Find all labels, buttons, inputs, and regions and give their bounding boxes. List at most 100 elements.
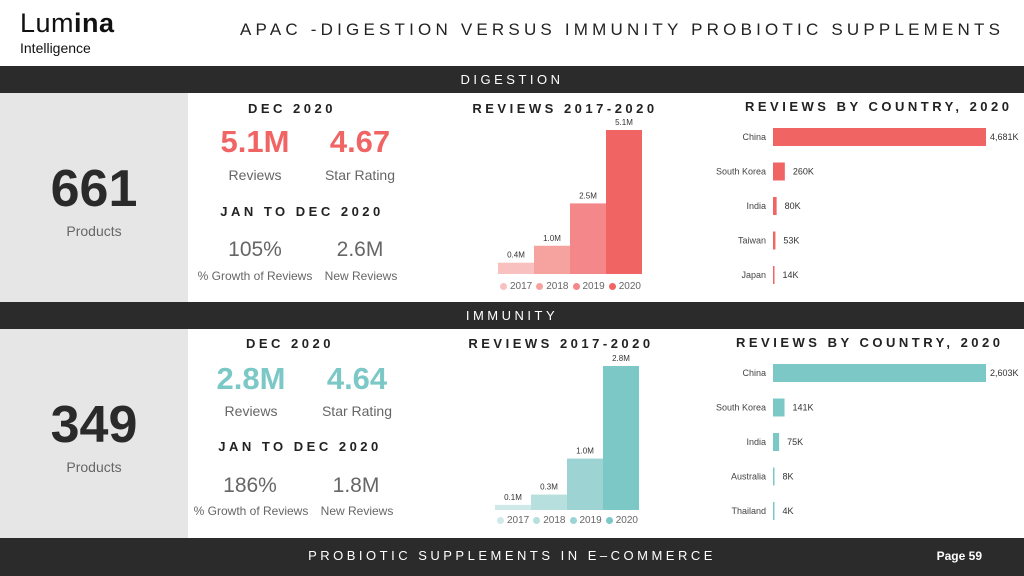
footer-bar: PROBIOTIC SUPPLEMENTS IN E–COMMERCE Page… — [0, 538, 1024, 576]
digestion-reviews-legend-label: 2020 — [618, 281, 641, 292]
digestion-reviews-bar-2020 — [606, 130, 642, 274]
logo-subtitle: Intelligence — [20, 40, 91, 56]
digestion-reviews-label: Reviews — [228, 167, 282, 183]
immunity-reviews-legend-dot — [533, 517, 541, 524]
immunity-reviews-legend-item-2018: 2018 — [533, 515, 566, 526]
digestion-reviews-legend-item-2019: 2019 — [572, 281, 605, 292]
immunity-reviews-label-2019: 1.0M — [576, 447, 594, 456]
immunity-country-bar-australia — [773, 467, 775, 486]
digestion-country-category-label: Japan — [741, 270, 766, 280]
digestion-reviews-legend-dot — [572, 283, 580, 290]
digestion-country-category-label: India — [746, 201, 766, 211]
immunity-country-bar-china — [773, 364, 986, 382]
page-title: APAC -DIGESTION VERSUS IMMUNITY PROBIOTI… — [240, 20, 1005, 39]
immunity-rating-value: 4.64 — [326, 361, 388, 396]
digestion-country-category-label: South Korea — [716, 167, 766, 177]
immunity-reviews-label-2020: 2.8M — [612, 354, 630, 363]
digestion-reviews-legend-dot — [500, 283, 507, 290]
immunity-new-reviews-value: 1.8M — [332, 474, 380, 497]
digestion-reviews-chart: 0.4M 1.0M 2.5M 5.1M — [498, 118, 642, 274]
digestion-reviews-bar-2018 — [534, 245, 570, 274]
digestion-country-bar-taiwan — [773, 231, 776, 250]
immunity-products-panel: 349 Products — [0, 329, 188, 538]
immunity-dec-heading: DEC 2020 — [246, 336, 334, 351]
immunity-products-count: 349 — [50, 396, 138, 454]
immunity-country-bar-india — [773, 433, 780, 451]
immunity-reviews-legend-label: 2018 — [543, 515, 566, 526]
immunity-new-reviews-label: New Reviews — [320, 504, 394, 518]
immunity-country-bar-thailand — [773, 502, 775, 520]
digestion-reviews-bar-2017 — [498, 262, 534, 274]
digestion-reviews-label-2018: 1.0M — [543, 234, 561, 243]
immunity-country-chart: China 2,603K South Korea 141K India 75K Austra… — [716, 364, 1019, 520]
digestion-country-value-label: 260K — [793, 167, 814, 177]
logo-word-bold: ina — [74, 8, 115, 38]
immunity-country-category-label: Australia — [731, 472, 766, 482]
digestion-products-panel: 661 Products — [0, 93, 188, 302]
digestion-reviews-legend: 2017 2018 2019 2020 — [500, 281, 645, 292]
immunity-reviews-legend-item-2019: 2019 — [569, 515, 602, 526]
logo-word-light: Lum — [20, 8, 75, 38]
digestion-reviews-legend-label: 2019 — [582, 281, 605, 292]
lumina-logo: Lumina Intelligence — [20, 8, 115, 57]
immunity-reviews-label-2018: 0.3M — [540, 483, 558, 492]
digestion-products-label: Products — [66, 223, 122, 239]
digestion-country-value-label: 80K — [785, 201, 801, 211]
immunity-reviews-legend-dot — [605, 517, 613, 524]
digestion-growth-value: 105% — [228, 238, 282, 261]
immunity-reviews-bar-2017 — [495, 504, 531, 510]
immunity-rating-label: Star Rating — [321, 403, 393, 419]
immunity-country-category-label: India — [746, 437, 766, 447]
immunity-country-value-label: 4K — [783, 506, 794, 516]
immunity-reviews-bar-2020 — [603, 366, 639, 510]
digestion-reviews-legend-label: 2017 — [510, 281, 533, 292]
immunity-country-chart-title: REVIEWS BY COUNTRY, 2020 — [736, 335, 1004, 350]
immunity-reviews-legend-label: 2020 — [615, 515, 638, 526]
immunity-reviews-legend-label: 2017 — [507, 515, 530, 526]
digestion-country-value-label: 53K — [783, 236, 799, 246]
immunity-reviews-legend: 2017 2018 2019 2020 — [497, 515, 642, 526]
digestion-country-category-label: China — [742, 132, 766, 142]
digestion-reviews-legend-item-2020: 2020 — [608, 281, 641, 292]
digestion-period-heading: JAN TO DEC 2020 — [220, 204, 384, 219]
digestion-country-value-label: 14K — [783, 270, 799, 280]
immunity-country-category-label: Thailand — [731, 506, 766, 516]
immunity-reviews-label-2017: 0.1M — [504, 493, 522, 502]
footer-text: PROBIOTIC SUPPLEMENTS IN E–COMMERCE — [308, 548, 716, 563]
immunity-country-value-label: 141K — [793, 403, 814, 413]
immunity-country-value-label: 2,603K — [990, 368, 1019, 378]
immunity-reviews-legend-dot — [569, 517, 577, 524]
digestion-rating-value: 4.67 — [329, 124, 391, 159]
digestion-band: DIGESTION — [0, 66, 1024, 93]
immunity-products-label: Products — [66, 459, 122, 475]
immunity-reviews-bar-2019 — [567, 458, 603, 510]
immunity-country-value-label: 8K — [783, 472, 794, 482]
immunity-growth-label: % Growth of Reviews — [193, 504, 309, 518]
digestion-rating-label: Star Rating — [324, 167, 396, 183]
digestion-reviews-bar-2019 — [570, 203, 606, 274]
immunity-reviews-value: 2.8M — [216, 361, 286, 396]
digestion-reviews-label-2017: 0.4M — [507, 251, 525, 260]
digestion-reviews-legend-item-2018: 2018 — [536, 281, 569, 292]
immunity-band: IMMUNITY — [0, 302, 1024, 329]
immunity-reviews-legend-item-2020: 2020 — [605, 515, 638, 526]
immunity-reviews-legend-item-2017: 2017 — [497, 515, 529, 526]
digestion-country-bar-south-korea — [773, 162, 785, 181]
digestion-new-reviews-value: 2.6M — [336, 238, 384, 261]
immunity-reviews-chart: 0.1M 0.3M 1.0M 2.8M — [495, 354, 639, 510]
digestion-reviews-label-2019: 2.5M — [579, 191, 597, 200]
immunity-reviews-bar-2018 — [531, 494, 567, 510]
digestion-reviews-legend-label: 2018 — [546, 281, 569, 292]
digestion-country-bar-japan — [773, 266, 775, 284]
digestion-new-reviews-label: New Reviews — [324, 269, 398, 283]
immunity-country-category-label: South Korea — [716, 403, 766, 413]
digestion-country-chart: China 4,681K South Korea 260K India 80K Taiwan… — [716, 128, 1019, 284]
digestion-dec-heading: DEC 2020 — [248, 101, 336, 116]
digestion-reviews-value: 5.1M — [220, 124, 290, 159]
digestion-reviews-chart-title: REVIEWS 2017-2020 — [472, 101, 658, 116]
immunity-country-value-label: 75K — [787, 437, 803, 447]
digestion-country-value-label: 4,681K — [990, 132, 1019, 142]
digestion-country-chart-title: REVIEWS BY COUNTRY, 2020 — [745, 99, 1013, 114]
digestion-reviews-legend-dot — [536, 283, 544, 290]
immunity-country-category-label: China — [742, 368, 766, 378]
